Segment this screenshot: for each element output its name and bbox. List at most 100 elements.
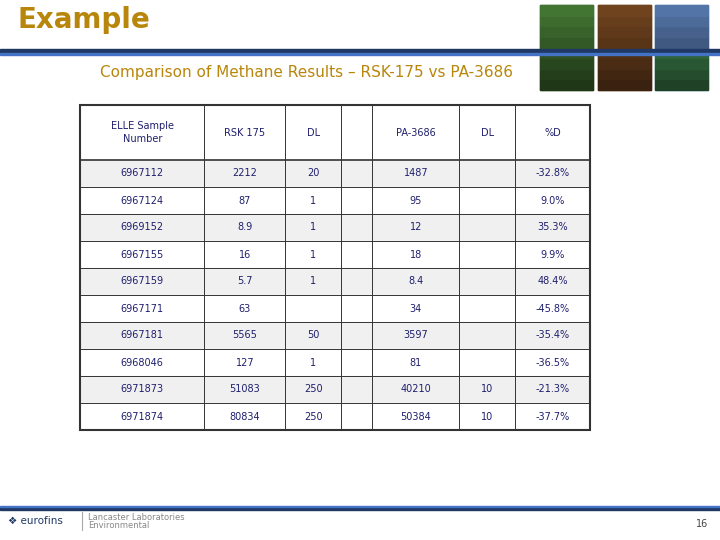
Bar	[0, 49, 720, 53]
Text: 6967112: 6967112	[121, 168, 163, 179]
Text: 40210: 40210	[400, 384, 431, 395]
Bar	[598, 16, 651, 26]
Bar	[655, 26, 708, 37]
Bar	[598, 79, 651, 90]
Text: ❖ eurofins: ❖ eurofins	[8, 516, 63, 526]
Text: PA-3686: PA-3686	[396, 127, 436, 138]
Text: 6969152: 6969152	[121, 222, 163, 233]
Bar	[655, 79, 708, 90]
Bar	[540, 48, 593, 58]
Bar	[540, 79, 593, 90]
Text: 20: 20	[307, 168, 320, 179]
Text: Lancaster Laboratories: Lancaster Laboratories	[88, 514, 184, 523]
Text: -35.4%: -35.4%	[536, 330, 570, 341]
Text: %D: %D	[544, 127, 561, 138]
Text: -32.8%: -32.8%	[536, 168, 570, 179]
Text: 81: 81	[410, 357, 422, 368]
Text: 35.3%: 35.3%	[537, 222, 568, 233]
Text: 250: 250	[304, 411, 323, 422]
Bar	[655, 16, 708, 26]
Bar	[0, 508, 720, 540]
FancyBboxPatch shape	[540, 5, 593, 90]
Text: RSK 175: RSK 175	[224, 127, 266, 138]
Bar	[80, 160, 590, 187]
Bar	[80, 187, 590, 214]
Bar	[0, 53, 720, 55]
Text: Comparison of Methane Results – RSK-175 vs PA-3686: Comparison of Methane Results – RSK-175 …	[100, 64, 513, 79]
Text: 16: 16	[696, 519, 708, 529]
Text: 1: 1	[310, 357, 316, 368]
Bar	[540, 58, 593, 69]
Bar	[0, 0, 720, 50]
Text: 8.9: 8.9	[237, 222, 253, 233]
Text: 9.0%: 9.0%	[541, 195, 565, 206]
Text: 6967155: 6967155	[120, 249, 164, 260]
Text: 6967181: 6967181	[121, 330, 163, 341]
Text: 50: 50	[307, 330, 320, 341]
Text: 3597: 3597	[403, 330, 428, 341]
Bar	[655, 5, 708, 16]
Text: 5.7: 5.7	[237, 276, 253, 287]
Text: Example: Example	[18, 6, 150, 34]
Text: 48.4%: 48.4%	[537, 276, 568, 287]
Text: 9.9%: 9.9%	[541, 249, 565, 260]
Bar	[655, 48, 708, 58]
Text: 1: 1	[310, 195, 316, 206]
Text: 1487: 1487	[403, 168, 428, 179]
Text: 6971873: 6971873	[121, 384, 163, 395]
Bar	[80, 268, 590, 295]
Bar	[598, 26, 651, 37]
Bar	[80, 403, 590, 430]
Text: 1: 1	[310, 276, 316, 287]
Text: -45.8%: -45.8%	[536, 303, 570, 314]
Text: 127: 127	[235, 357, 254, 368]
Bar	[598, 5, 651, 16]
Text: 6967171: 6967171	[121, 303, 163, 314]
Bar	[598, 48, 651, 58]
Bar	[598, 37, 651, 48]
Text: 10: 10	[481, 411, 493, 422]
Bar	[540, 69, 593, 79]
Text: 250: 250	[304, 384, 323, 395]
Bar	[80, 105, 590, 160]
FancyBboxPatch shape	[655, 5, 708, 90]
Text: -36.5%: -36.5%	[536, 357, 570, 368]
Text: 18: 18	[410, 249, 422, 260]
Text: 63: 63	[239, 303, 251, 314]
Text: 16: 16	[239, 249, 251, 260]
Bar	[540, 5, 593, 16]
Bar	[540, 26, 593, 37]
Text: Environmental: Environmental	[88, 521, 149, 530]
Bar	[0, 507, 720, 510]
Text: ELLE Sample
Number: ELLE Sample Number	[111, 122, 174, 144]
Text: -37.7%: -37.7%	[536, 411, 570, 422]
Text: 6971874: 6971874	[121, 411, 163, 422]
Text: 95: 95	[410, 195, 422, 206]
Text: 80834: 80834	[230, 411, 260, 422]
Bar	[655, 37, 708, 48]
Bar	[80, 214, 590, 241]
Bar	[598, 69, 651, 79]
Bar	[80, 349, 590, 376]
Text: 87: 87	[238, 195, 251, 206]
Bar	[80, 105, 590, 430]
Text: 5565: 5565	[233, 330, 257, 341]
Text: DL: DL	[307, 127, 320, 138]
FancyBboxPatch shape	[598, 5, 651, 90]
Text: DL: DL	[481, 127, 494, 138]
Bar	[0, 506, 720, 507]
Bar	[80, 376, 590, 403]
Bar	[655, 69, 708, 79]
Bar	[80, 295, 590, 322]
Text: 1: 1	[310, 249, 316, 260]
Text: 10: 10	[481, 384, 493, 395]
Text: 6967124: 6967124	[121, 195, 163, 206]
Text: 34: 34	[410, 303, 422, 314]
Bar	[540, 16, 593, 26]
Text: 2212: 2212	[233, 168, 257, 179]
Text: 1: 1	[310, 222, 316, 233]
Bar	[80, 241, 590, 268]
Text: 8.4: 8.4	[408, 276, 423, 287]
Text: 12: 12	[410, 222, 422, 233]
Bar	[655, 58, 708, 69]
